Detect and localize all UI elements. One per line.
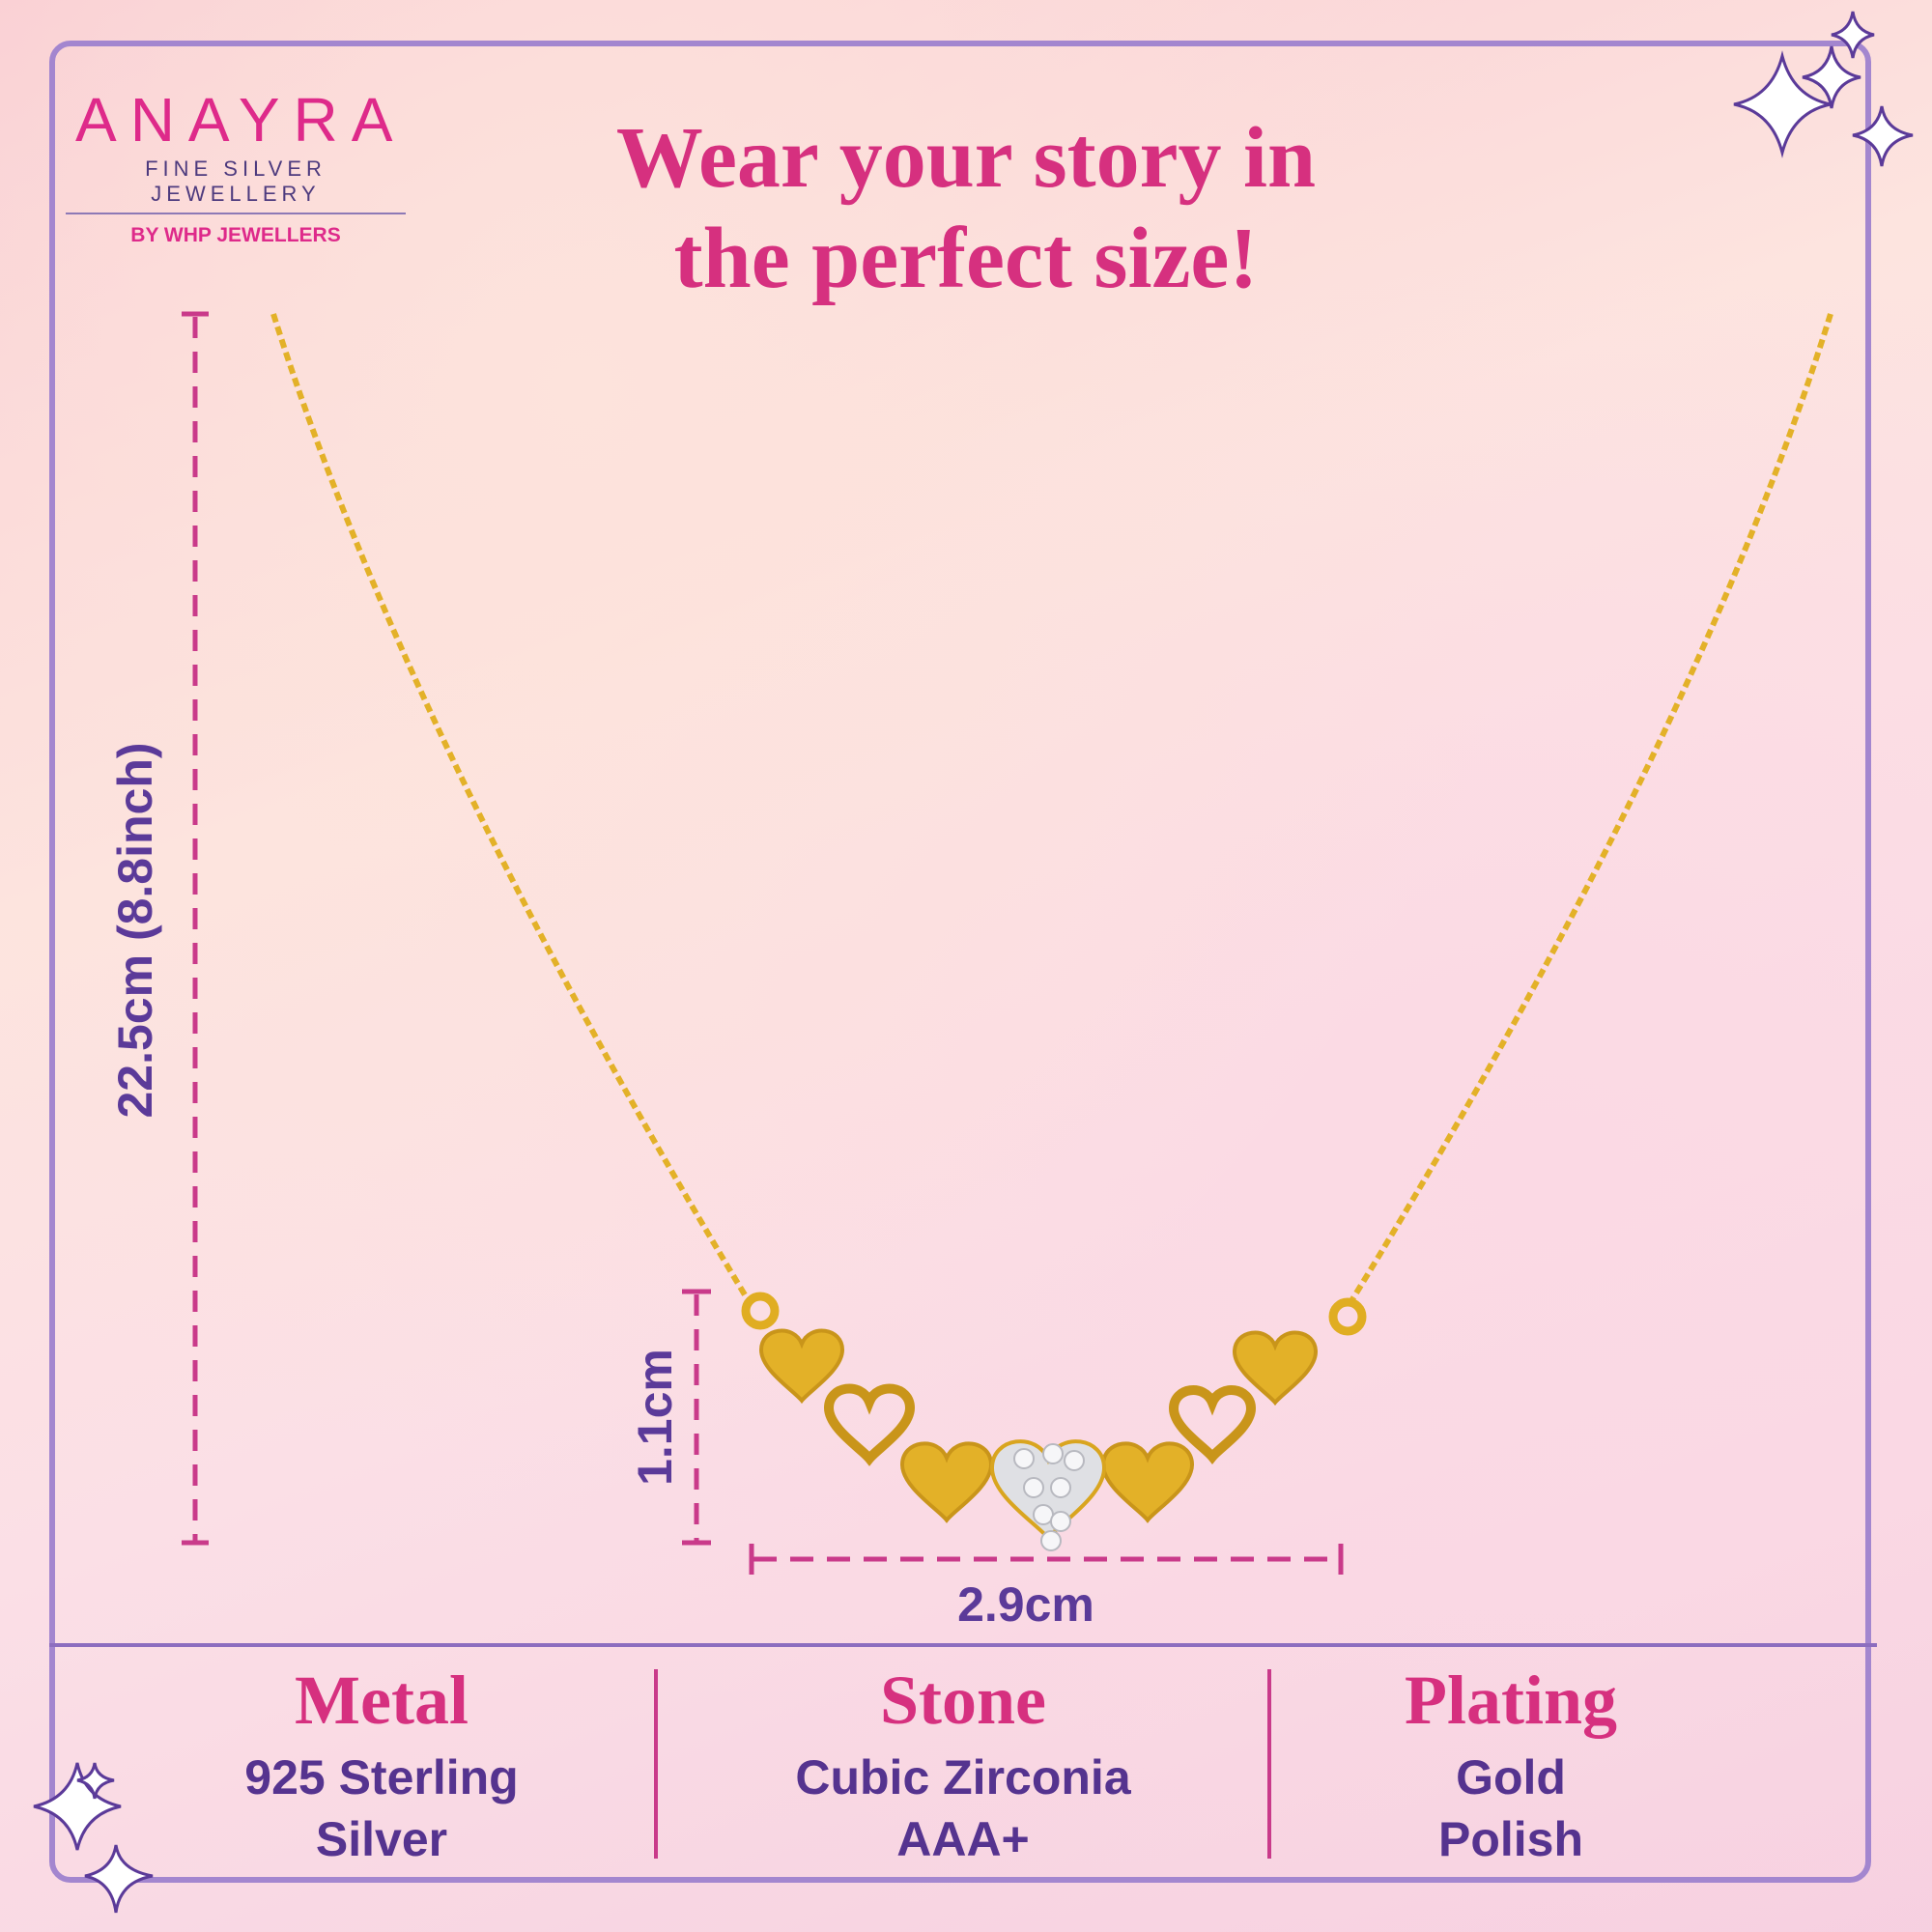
spec-separator [1267,1669,1271,1859]
jump-ring-right [1328,1297,1367,1336]
spec-value: AAA+ [896,1812,1030,1866]
chain-right [1347,313,1833,1306]
jump-ring-left [741,1292,780,1330]
chain-left [270,313,749,1298]
pendant-width-label: 2.9cm [957,1577,1094,1632]
logo-by: BY WHP JEWELLERS [130,224,341,246]
heart-charm [823,1383,916,1466]
heart-charm [1232,1330,1319,1406]
zirconia-stone [1050,1511,1071,1532]
spec-metal: Metal 925 Sterling Silver [130,1654,633,1870]
headline: Wear your story in the perfect size! [483,108,1449,309]
spec-separator [654,1669,658,1859]
sparkle-icon [1733,11,1914,167]
zirconia-stone [1013,1448,1035,1469]
spec-value: 925 Sterling [244,1750,519,1804]
heart-charm [899,1441,994,1523]
spec-value: Polish [1437,1812,1584,1866]
logo-rule [66,213,406,214]
pendant-height-label: 1.1cm [628,1349,682,1486]
spec-value: Gold [1456,1750,1566,1804]
brand-logo: ANAYRA FINE SILVER JEWELLERY BY WHP JEWE… [66,89,406,247]
spec-heading: Metal [295,1662,469,1739]
headline-line-1: Wear your story in [615,110,1317,206]
logo-brand: ANAYRA [75,85,407,155]
zirconia-stone [1050,1477,1071,1498]
spec-stone: Stone Cubic Zirconia AAA+ [712,1654,1214,1870]
divider [49,1643,1877,1647]
zirconia-stone [1042,1443,1064,1464]
zirconia-stone [1023,1477,1044,1498]
zirconia-stone [1064,1450,1085,1471]
heart-charm [1168,1385,1257,1464]
sparkle-icon [33,1762,154,1914]
heart-charm [1100,1441,1195,1523]
heart-pendant [758,1328,1319,1551]
spec-heading: Stone [879,1662,1047,1739]
spec-heading: Plating [1404,1662,1617,1739]
heart-charm [758,1328,845,1405]
chain-length-label: 22.5cm (8.8inch) [108,742,162,1119]
zirconia-stone [1040,1530,1062,1551]
spec-value: Silver [315,1812,448,1866]
spec-plating: Plating Gold Polish [1260,1654,1762,1870]
frame-border [49,41,1871,1883]
spec-value: Cubic Zirconia [795,1750,1131,1804]
logo-tagline: FINE SILVER JEWELLERY [145,156,327,206]
headline-line-2: the perfect size! [673,211,1259,306]
